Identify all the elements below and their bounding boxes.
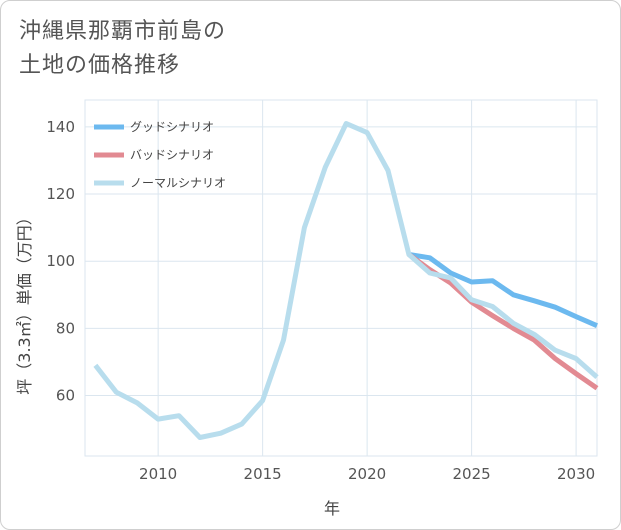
y-tick-label: 100 — [46, 252, 75, 270]
series-layer — [93, 121, 599, 440]
x-tick-label: 2025 — [453, 465, 491, 483]
y-tick-label: 140 — [46, 118, 75, 136]
plot-area — [84, 99, 598, 457]
x-tick-label: 2020 — [348, 465, 386, 483]
y-tick-label: 80 — [56, 319, 75, 337]
legend-label: バッドシナリオ — [130, 148, 214, 162]
series-line-1 — [408, 252, 598, 328]
legend-label: グッドシナリオ — [130, 120, 214, 134]
x-axis-title: 年 — [324, 499, 340, 518]
x-tick-label: 2030 — [557, 465, 595, 483]
y-axis-title: 坪（3.3㎡）単価（万円） — [15, 209, 34, 394]
title-line-2: 土地の価格推移 — [19, 53, 181, 78]
series-line-3 — [93, 121, 599, 440]
y-tick-label: 120 — [46, 185, 75, 203]
tick-labels: 60 80 100 120 140 2010 2015 2020 2025 2030 — [46, 118, 595, 483]
x-tick-label: 2010 — [139, 465, 177, 483]
title-line-1: 沖縄県那覇市前島の — [19, 19, 227, 44]
chart-title: 沖縄県那覇市前島の 土地の価格推移 — [19, 15, 319, 83]
legend-label: ノーマルシナリオ — [130, 176, 226, 190]
x-tick-label: 2015 — [244, 465, 282, 483]
y-tick-label: 60 — [56, 387, 75, 405]
